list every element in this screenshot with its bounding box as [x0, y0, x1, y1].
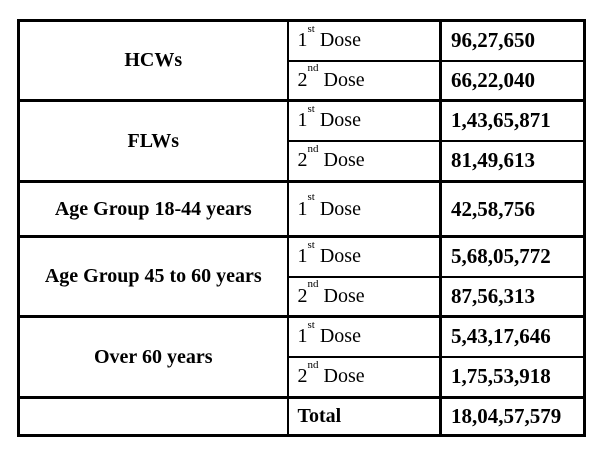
value-cell: 1,75,53,918: [439, 355, 586, 399]
dose-cell: 1st Dose: [286, 315, 442, 358]
dose-ordinal-suffix: st: [307, 190, 315, 203]
table-row: Over 60 years 1st Dose 5,43,17,646: [17, 315, 586, 399]
category-cell: Age Group 45 to 60 years: [17, 235, 289, 318]
dose-label: 1st Dose: [297, 23, 361, 52]
dose-ordinal-suffix: nd: [307, 358, 319, 371]
table-row: FLWs 1st Dose 1,43,65,871: [17, 99, 586, 183]
dose-ordinal: 2: [297, 68, 308, 91]
dose-ordinal-suffix: st: [307, 102, 315, 115]
value-cell: 81,49,613: [439, 139, 586, 183]
dose-label: 1st Dose: [297, 239, 361, 268]
dose-word: Dose: [319, 197, 361, 220]
table-row: Age Group 45 to 60 years 1st Dose 5,68,05…: [17, 235, 586, 318]
dose-ordinal-suffix: nd: [307, 278, 319, 291]
dose-cell: 2nd Dose: [286, 139, 442, 183]
value-cell: 87,56,313: [439, 275, 586, 318]
table-row: Total 18,04,57,579: [17, 396, 586, 437]
value-cell: 96,27,650: [439, 19, 586, 62]
dose-label: 1st Dose: [297, 319, 361, 348]
dose-word: Dose: [323, 149, 365, 172]
dose-ordinal: 1: [297, 109, 308, 132]
dose-cell: 2nd Dose: [286, 59, 442, 102]
dose-ordinal-suffix: st: [307, 238, 315, 251]
value-cell: 1,43,65,871: [439, 99, 586, 142]
value-cell: 42,58,756: [439, 180, 586, 238]
dose-label: 1st Dose: [297, 103, 361, 132]
dose-word: Dose: [319, 325, 361, 348]
dose-ordinal: 1: [297, 325, 308, 348]
table-row: 2nd Dose 81,49,613: [19, 139, 586, 183]
dose-word: Dose: [323, 68, 365, 91]
dose-label: 2nd Dose: [297, 63, 365, 91]
table-row: 2nd Dose 1,75,53,918: [19, 355, 586, 399]
empty-cell: [17, 396, 289, 437]
category-cell: Age Group 18-44 years: [17, 180, 289, 238]
dose-word: Dose: [323, 365, 365, 388]
dose-ordinal-suffix: nd: [307, 142, 319, 155]
dose-label: 2nd Dose: [297, 359, 365, 388]
dose-cell: 1st Dose: [286, 99, 442, 142]
category-cell: HCWs: [17, 19, 289, 102]
dose-word: Dose: [319, 109, 361, 132]
dose-ordinal: 1: [297, 29, 308, 52]
dose-ordinal: 1: [297, 197, 308, 220]
dose-ordinal-suffix: nd: [307, 62, 319, 75]
vaccination-table: HCWs 1stDose 96,27,650 2ndDose 66,22,040…: [17, 19, 586, 437]
table-row: HCWs 1st Dose 96,27,650: [17, 19, 586, 102]
dose-cell: 1st Dose: [286, 235, 442, 278]
dose-word: Dose: [319, 29, 361, 52]
dose-ordinal: 2: [297, 149, 308, 172]
dose-word: Dose: [319, 245, 361, 268]
dose-ordinal-suffix: st: [307, 22, 315, 35]
category-cell: Over 60 years: [17, 315, 289, 399]
value-cell: 5,43,17,646: [439, 315, 586, 358]
dose-word: Dose: [323, 284, 365, 307]
table-row: Age Group 18-44 years 1st Dose 42,58,756: [17, 180, 586, 238]
dose-cell: 2nd Dose: [286, 275, 442, 318]
dose-label: 2nd Dose: [297, 143, 365, 172]
dose-ordinal: 2: [297, 365, 308, 388]
value-cell: 5,68,05,772: [439, 235, 586, 278]
table-row: 2nd Dose 66,22,040: [19, 59, 586, 102]
dose-ordinal: 2: [297, 284, 308, 307]
dose-cell: 1st Dose: [286, 19, 442, 62]
dose-label: 2nd Dose: [297, 279, 365, 307]
dose-cell: 1st Dose: [286, 180, 442, 238]
dose-ordinal-suffix: st: [307, 318, 315, 331]
dose-cell: 2nd Dose: [286, 355, 442, 399]
dose-label: 1st Dose: [297, 191, 361, 220]
total-value-cell: 18,04,57,579: [439, 396, 586, 437]
table-row: 2nd Dose 87,56,313: [19, 275, 586, 318]
total-label-cell: Total: [286, 396, 442, 437]
category-cell: FLWs: [17, 99, 289, 183]
dose-ordinal: 1: [297, 245, 308, 268]
value-cell: 66,22,040: [439, 59, 586, 102]
